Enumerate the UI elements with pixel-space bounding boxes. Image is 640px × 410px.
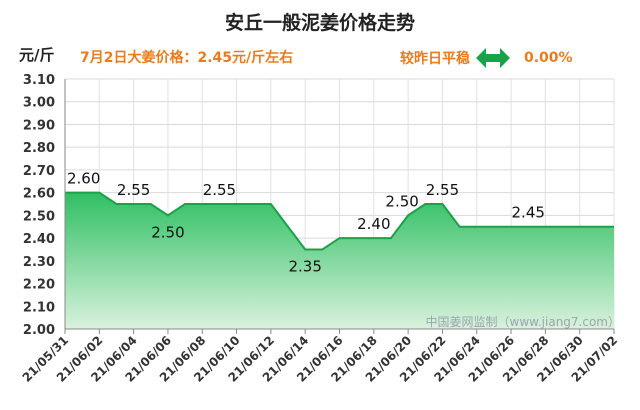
data-label: 2.40 [357,215,390,233]
area-series [65,191,614,329]
change-indicator: 较昨日平稳 0.00% [400,47,573,69]
data-label: 2.55 [117,181,150,199]
y-tick-label: 2.70 [23,164,55,179]
y-tick-label: 2.00 [23,323,55,338]
y-tick-label: 2.90 [23,118,55,133]
y-axis-unit: 元/斤 [19,46,55,64]
double-arrow-icon [476,48,510,68]
data-label: 2.60 [67,170,100,188]
y-tick-label: 3.10 [23,73,55,88]
data-label: 2.35 [288,257,321,275]
y-tick-label: 2.60 [23,187,55,202]
y-tick-label: 3.00 [23,96,55,111]
watermark: 中国姜网监制（www.jiang7.com） [425,315,620,329]
y-tick-label: 2.20 [23,278,55,293]
data-label: 2.50 [385,192,418,210]
price-note: 7月2日大姜价格：2.45元/斤左右 [80,50,294,66]
data-label: 2.45 [512,204,545,222]
y-tick-label: 2.50 [23,209,55,224]
change-text: 较昨日平稳 [400,51,470,67]
y-tick-label: 2.40 [23,232,55,247]
data-labels: 2.60 2.55 2.50 2.55 2.35 2.40 2.50 2.55 2.45 [67,170,545,276]
axes [64,79,615,334]
y-tick-label: 2.80 [23,141,55,156]
data-label: 2.50 [151,223,184,241]
change-pct: 0.00% [524,50,573,66]
data-label: 2.55 [426,181,459,199]
y-tick-label: 2.10 [23,300,55,315]
chart-title: 安丘一般泥姜价格走势 [224,12,415,34]
y-tick-label: 2.30 [23,255,55,270]
series-line [65,191,614,251]
data-label: 2.55 [203,181,236,199]
